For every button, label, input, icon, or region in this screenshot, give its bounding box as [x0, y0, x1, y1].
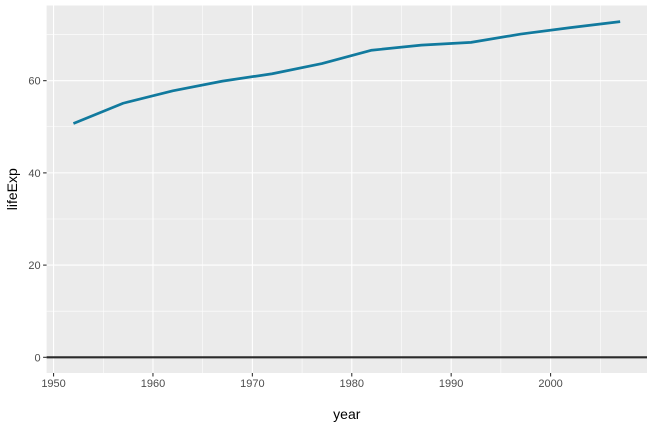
y-axis-ticks: 0 20 40 60	[28, 76, 47, 364]
x-tick-label: 1960	[141, 378, 165, 390]
y-tick-label: 40	[28, 168, 40, 180]
series-line	[72, 20, 621, 125]
x-tick-label: 2000	[538, 378, 562, 390]
x-tick-label: 1990	[439, 378, 463, 390]
x-tick-label: 1950	[41, 378, 65, 390]
plot-panel	[46, 5, 648, 373]
y-tick-label: 20	[28, 260, 40, 272]
y-tick-label: 60	[28, 76, 40, 88]
y-axis-title: lifeExp	[4, 168, 20, 210]
x-axis-title: year	[333, 406, 361, 422]
x-tick-label: 1970	[240, 378, 264, 390]
x-axis-ticks: 1950 1960 1970 1980 1990 2000	[41, 373, 563, 390]
x-tick-label: 1980	[340, 378, 364, 390]
y-tick-label: 0	[34, 352, 40, 364]
